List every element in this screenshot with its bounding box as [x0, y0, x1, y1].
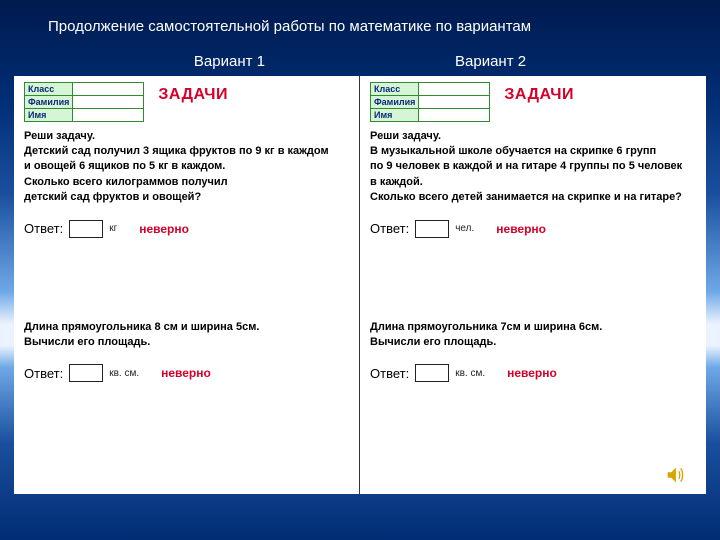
id-row-name-blank[interactable] — [73, 109, 144, 122]
variant-label-right: Вариант 2 — [455, 53, 526, 70]
worksheet: Класс Фамилия Имя ЗАДАЧИ Реши задачу. Де… — [14, 76, 706, 494]
variant-2-column: Класс Фамилия Имя ЗАДАЧИ Реши задачу. В … — [360, 76, 706, 494]
header-row-left: Класс Фамилия Имя ЗАДАЧИ — [24, 82, 349, 122]
id-row-surname-blank[interactable] — [73, 96, 144, 109]
answer1-input-left[interactable] — [69, 220, 103, 238]
page-root: Продолжение самостоятельной работы по ма… — [0, 0, 720, 540]
variant-1-column: Класс Фамилия Имя ЗАДАЧИ Реши задачу. Де… — [14, 76, 360, 494]
answer2-input-right[interactable] — [415, 364, 449, 382]
task1-text-right: В музыкальной школе обучается на скрипке… — [370, 144, 696, 206]
spacer-right — [370, 238, 696, 320]
variant-row: Вариант 1 Вариант 2 — [0, 39, 720, 76]
answer2-unit-left: кв. см. — [109, 368, 139, 379]
answer2-line-right: Ответ: кв. см. неверно — [370, 364, 696, 382]
id-row-surname-label: Фамилия — [25, 96, 73, 109]
task1-text-left: Детский сад получил 3 ящика фруктов по 9… — [24, 144, 349, 206]
id-row-class-label: Класс — [25, 83, 73, 96]
id-table-right: Класс Фамилия Имя — [370, 82, 490, 122]
variant-label-left: Вариант 1 — [194, 53, 265, 70]
answer2-verdict-right: неверно — [507, 366, 557, 380]
solve-label-right-1: Реши задачу. — [370, 130, 696, 142]
spacer-left — [24, 238, 349, 320]
id-row-name-blank-r[interactable] — [419, 109, 490, 122]
id-row-name-label-r: Имя — [371, 109, 419, 122]
id-table-left: Класс Фамилия Имя — [24, 82, 144, 122]
answer-label-left-2: Ответ: — [24, 366, 63, 381]
answer1-verdict-left: неверно — [139, 222, 189, 236]
id-row-name-label: Имя — [25, 109, 73, 122]
answer2-verdict-left: неверно — [161, 366, 211, 380]
id-row-class-blank-r[interactable] — [419, 83, 490, 96]
answer-label-right-2: Ответ: — [370, 366, 409, 381]
page-title: Продолжение самостоятельной работы по ма… — [0, 0, 720, 39]
speaker-icon — [664, 464, 686, 486]
answer2-unit-right: кв. см. — [455, 368, 485, 379]
answer1-line-left: Ответ: кг неверно — [24, 220, 349, 238]
id-row-class-blank[interactable] — [73, 83, 144, 96]
id-row-surname-label-r: Фамилия — [371, 96, 419, 109]
id-row-class-label-r: Класс — [371, 83, 419, 96]
task2-text-left: Длина прямоугольника 8 см и ширина 5см. … — [24, 320, 349, 351]
answer-label-left-1: Ответ: — [24, 221, 63, 236]
solve-label-left-1: Реши задачу. — [24, 130, 349, 142]
answer2-input-left[interactable] — [69, 364, 103, 382]
answer1-unit-right: чел. — [455, 223, 474, 234]
answer1-line-right: Ответ: чел. неверно — [370, 220, 696, 238]
answer1-verdict-right: неверно — [496, 222, 546, 236]
header-row-right: Класс Фамилия Имя ЗАДАЧИ — [370, 82, 696, 122]
heading-right: ЗАДАЧИ — [504, 86, 574, 104]
answer2-line-left: Ответ: кв. см. неверно — [24, 364, 349, 382]
answer-label-right-1: Ответ: — [370, 221, 409, 236]
id-row-surname-blank-r[interactable] — [419, 96, 490, 109]
answer1-input-right[interactable] — [415, 220, 449, 238]
answer1-unit-left: кг — [109, 223, 117, 234]
task2-text-right: Длина прямоугольника 7см и ширина 6см. В… — [370, 320, 696, 351]
heading-left: ЗАДАЧИ — [158, 86, 228, 104]
